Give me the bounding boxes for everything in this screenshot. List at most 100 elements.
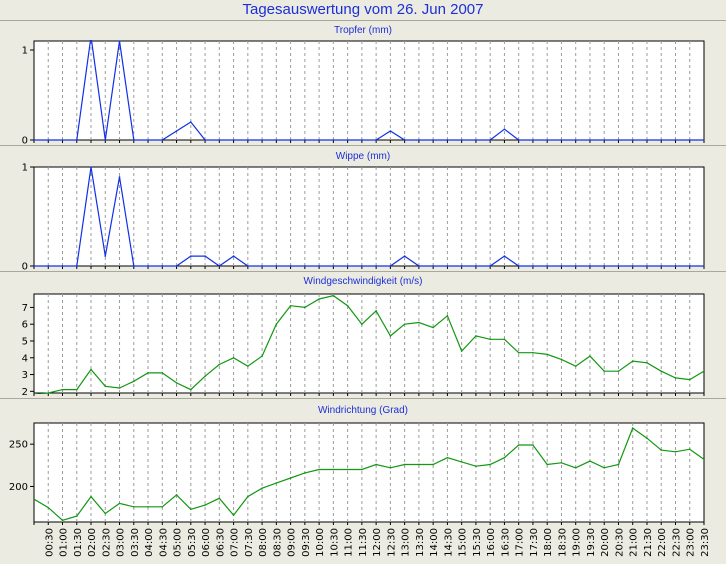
data-point xyxy=(603,467,606,469)
x-tick-label: 12:30 xyxy=(386,528,397,557)
panel-separator xyxy=(0,20,726,21)
data-point xyxy=(104,255,107,257)
data-point xyxy=(204,375,206,378)
data-point xyxy=(346,468,349,471)
x-tick-label: 10:30 xyxy=(329,528,340,557)
data-point xyxy=(161,265,164,267)
data-point xyxy=(532,351,534,354)
data-point xyxy=(574,467,577,469)
data-point xyxy=(275,482,278,484)
x-tick-label: 02:00 xyxy=(87,528,98,557)
data-point xyxy=(104,385,107,388)
data-point xyxy=(532,139,534,141)
x-tick-label: 21:30 xyxy=(643,528,654,557)
data-point xyxy=(132,139,135,141)
data-point xyxy=(118,387,121,389)
data-point xyxy=(375,463,377,466)
data-point xyxy=(275,139,278,141)
data-point xyxy=(503,128,506,130)
x-tick-label: 08:00 xyxy=(258,528,269,557)
x-tick-label: 21:00 xyxy=(629,528,640,557)
data-point xyxy=(161,372,164,374)
data-point xyxy=(389,265,392,267)
data-point xyxy=(446,265,449,267)
data-point xyxy=(603,265,606,267)
data-point xyxy=(703,139,704,141)
data-point xyxy=(190,121,192,123)
x-tick-label: 16:00 xyxy=(486,528,497,557)
y-tick-label: 7 xyxy=(22,303,28,314)
data-point xyxy=(261,265,263,267)
data-point xyxy=(432,326,434,329)
data-point xyxy=(418,463,420,466)
x-tick-label: 05:30 xyxy=(187,528,198,557)
x-tick-label: 03:00 xyxy=(116,528,127,557)
data-point xyxy=(332,468,335,471)
data-point xyxy=(275,265,278,267)
x-tick-label: 00:30 xyxy=(44,528,55,557)
data-point xyxy=(204,139,206,141)
data-point xyxy=(617,463,620,466)
data-point xyxy=(489,139,491,141)
data-point xyxy=(232,255,235,257)
series-line xyxy=(34,427,704,521)
data-point xyxy=(75,265,78,267)
data-point xyxy=(375,309,377,312)
data-point xyxy=(190,388,192,391)
data-point xyxy=(132,505,135,508)
data-point xyxy=(147,372,149,374)
data-point xyxy=(304,265,306,267)
y-tick-label: 0 xyxy=(22,262,28,273)
data-point xyxy=(47,139,50,141)
data-point xyxy=(688,139,691,141)
data-point xyxy=(560,139,563,141)
data-point xyxy=(574,265,577,267)
data-point xyxy=(560,461,563,464)
data-point xyxy=(418,265,420,267)
data-point xyxy=(61,265,64,267)
x-tick-label: 07:30 xyxy=(244,528,255,557)
data-point xyxy=(247,139,249,141)
data-point xyxy=(34,139,35,141)
data-point xyxy=(446,315,449,317)
data-point xyxy=(75,388,78,391)
data-point xyxy=(532,444,534,446)
data-point xyxy=(660,139,663,141)
y-tick-label: 1 xyxy=(22,163,28,174)
data-point xyxy=(688,378,691,381)
data-point xyxy=(432,139,434,141)
data-point xyxy=(47,265,50,267)
x-tick-label: 09:00 xyxy=(287,528,298,557)
panel-title-windgeschwindigkeit: Windgeschwindigkeit (m/s) xyxy=(303,276,423,287)
page-title: Tagesauswertung vom 26. Jun 2007 xyxy=(242,1,484,18)
data-point xyxy=(346,139,349,141)
data-point xyxy=(318,468,320,471)
data-point xyxy=(403,255,406,257)
panel-title-windrichtung: Windrichtung (Grad) xyxy=(317,405,409,416)
data-point xyxy=(589,460,591,462)
x-tick-label: 01:30 xyxy=(73,528,84,557)
data-point xyxy=(47,392,50,394)
data-point xyxy=(118,502,121,505)
data-point xyxy=(660,265,663,267)
data-point xyxy=(617,265,620,267)
data-point xyxy=(489,338,491,341)
data-point xyxy=(617,139,620,141)
data-point xyxy=(546,463,548,466)
data-point xyxy=(660,449,663,451)
panel-title-wippe: Wippe (mm) xyxy=(335,151,391,162)
data-point xyxy=(546,353,548,356)
x-tick-label: 14:00 xyxy=(429,528,440,557)
data-point xyxy=(361,323,363,326)
data-point xyxy=(503,456,506,459)
data-point xyxy=(403,463,406,466)
data-point xyxy=(688,265,691,267)
data-point xyxy=(674,139,677,141)
x-tick-label: 17:30 xyxy=(529,528,540,557)
data-point xyxy=(532,265,534,267)
data-point xyxy=(389,130,392,132)
data-point xyxy=(603,370,606,372)
data-point xyxy=(361,139,363,141)
x-tick-label: 22:00 xyxy=(657,528,668,557)
